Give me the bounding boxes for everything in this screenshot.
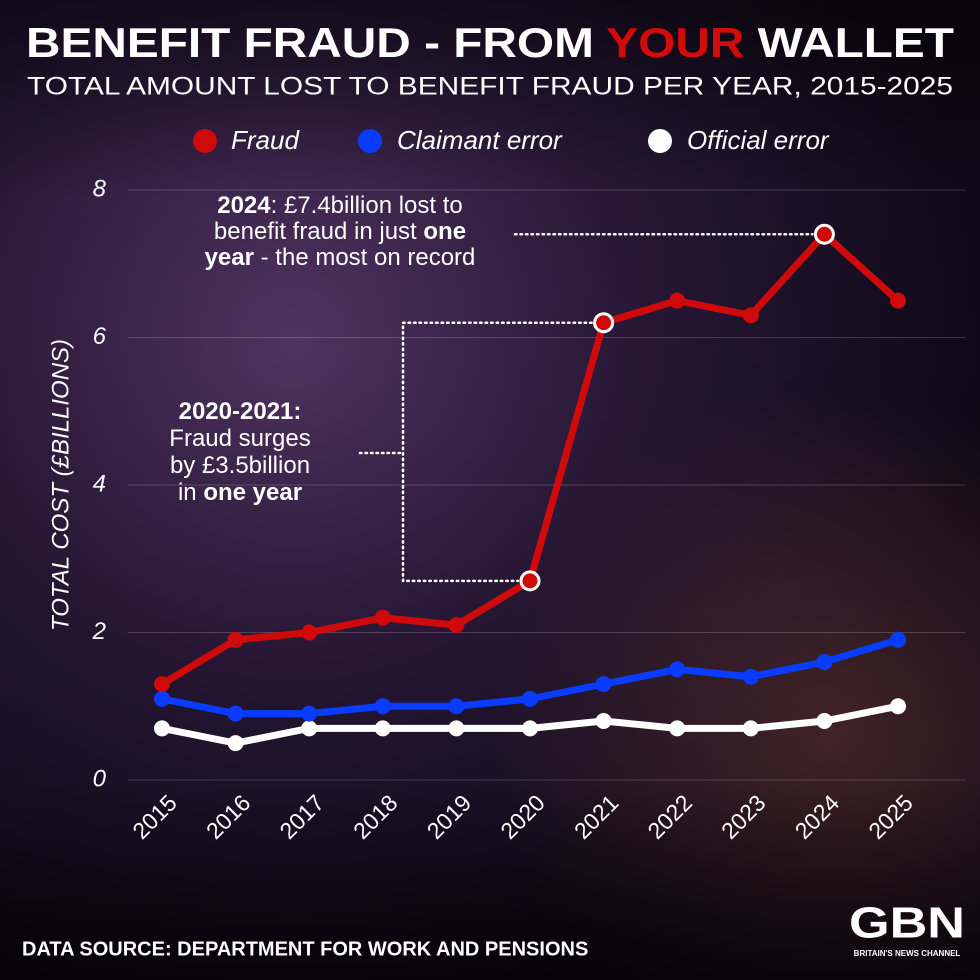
y-tick-label: 8 bbox=[93, 175, 107, 202]
logo-tagline: BRITAIN'S NEWS CHANNEL bbox=[854, 949, 961, 958]
data-point bbox=[374, 720, 391, 737]
data-point bbox=[816, 713, 833, 729]
annotation-segment: one year bbox=[203, 479, 302, 506]
data-point bbox=[742, 668, 759, 685]
annotation-segment: benefit fraud in just bbox=[214, 218, 423, 245]
data-point bbox=[890, 631, 906, 648]
legend-marker bbox=[193, 129, 217, 153]
data-point bbox=[448, 617, 465, 634]
data-point bbox=[154, 690, 170, 707]
data-point bbox=[593, 312, 615, 334]
annotation: Fraud surges bbox=[169, 425, 310, 452]
data-point bbox=[595, 676, 612, 693]
logo: GBN bbox=[849, 899, 965, 948]
chart-title: BENEFIT FRAUD - FROM YOUR WALLET bbox=[26, 19, 954, 66]
data-point bbox=[227, 705, 244, 722]
data-point bbox=[374, 698, 391, 715]
annotation-segment: 2024 bbox=[217, 192, 271, 219]
title-segment: BENEFIT FRAUD - FROM bbox=[26, 19, 606, 66]
title-segment: WALLET bbox=[744, 19, 954, 66]
data-point bbox=[448, 720, 465, 737]
legend-label: Official error bbox=[687, 125, 830, 155]
data-point bbox=[813, 223, 835, 245]
y-axis-label: TOTAL COST (£BILLIONS) bbox=[47, 339, 74, 631]
legend-marker bbox=[358, 129, 382, 153]
annotation-segment: - the most on record bbox=[254, 244, 475, 271]
data-point bbox=[742, 307, 759, 324]
data-point bbox=[227, 735, 244, 752]
data-point bbox=[522, 720, 538, 737]
data-point bbox=[890, 292, 906, 309]
annotation-segment: in bbox=[178, 479, 203, 506]
data-point bbox=[374, 609, 391, 626]
data-point bbox=[301, 624, 318, 641]
y-tick-label: 0 bbox=[93, 765, 107, 792]
y-tick-label: 4 bbox=[93, 470, 106, 497]
data-point bbox=[227, 631, 244, 648]
legend-label: Claimant error bbox=[397, 125, 563, 155]
annotation: by £3.5billion bbox=[170, 452, 310, 479]
annotation: in one year bbox=[178, 479, 302, 506]
data-point bbox=[742, 720, 759, 737]
y-tick-label: 2 bbox=[92, 618, 106, 645]
data-point bbox=[522, 690, 538, 707]
data-point bbox=[448, 698, 465, 715]
annotation: 2020-2021: bbox=[179, 398, 302, 425]
annotation-segment: year bbox=[205, 244, 254, 271]
data-point bbox=[519, 570, 541, 592]
annotation-segment: Fraud surges bbox=[169, 425, 310, 452]
data-point bbox=[890, 698, 906, 715]
annotation: year - the most on record bbox=[205, 244, 476, 271]
data-point bbox=[301, 705, 318, 722]
data-point bbox=[154, 676, 170, 693]
data-point bbox=[669, 661, 686, 678]
annotation-segment: 2020-2021: bbox=[179, 398, 302, 425]
source: DATA SOURCE: DEPARTMENT FOR WORK AND PEN… bbox=[22, 938, 588, 960]
annotation: 2024: £7.4billion lost to bbox=[217, 192, 463, 219]
data-point bbox=[669, 720, 686, 737]
data-point bbox=[669, 292, 686, 309]
connector bbox=[358, 321, 593, 583]
annotation: benefit fraud in just one bbox=[214, 218, 466, 245]
data-point bbox=[301, 720, 318, 737]
legend-marker bbox=[648, 129, 672, 153]
data-point bbox=[816, 654, 833, 670]
annotation-segment: one bbox=[423, 218, 466, 245]
title-segment: YOUR bbox=[606, 19, 744, 66]
y-tick-label: 6 bbox=[93, 323, 107, 350]
annotation-segment: by £3.5billion bbox=[170, 452, 310, 479]
data-point bbox=[595, 713, 612, 729]
data-point bbox=[154, 720, 170, 737]
chart-subtitle: TOTAL AMOUNT LOST TO BENEFIT FRAUD PER Y… bbox=[27, 73, 953, 101]
legend-label: Fraud bbox=[231, 125, 300, 155]
annotation-segment: : £7.4billion lost to bbox=[271, 192, 463, 219]
